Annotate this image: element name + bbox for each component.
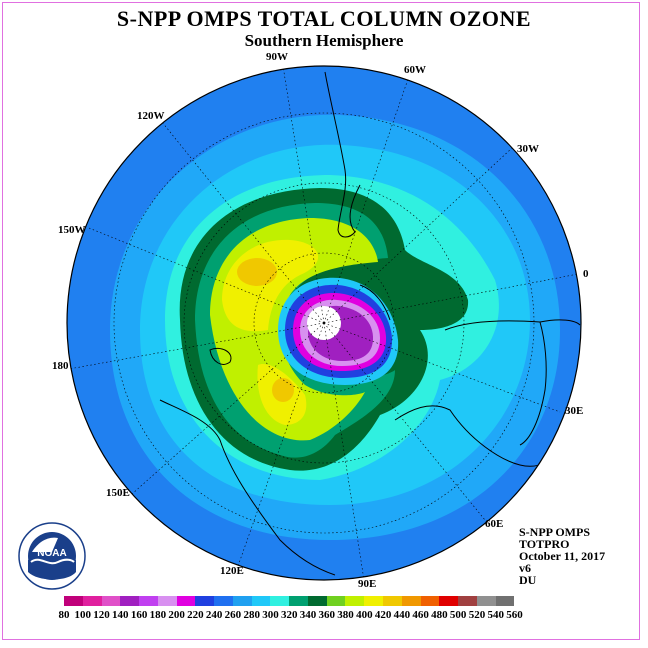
colorbar-swatch <box>420 596 440 606</box>
lon-label-60e: 60E <box>485 518 504 530</box>
colorbar-swatch <box>326 596 346 606</box>
colorbar-tick-label: 420 <box>374 609 392 621</box>
colorbar-swatch <box>101 596 121 606</box>
colorbar-swatch <box>176 596 196 606</box>
colorbar-swatch <box>345 596 365 606</box>
colorbar-swatch <box>270 596 290 606</box>
lon-label-30e: 30E <box>565 405 584 417</box>
colorbar-tick-label: 180 <box>149 609 167 621</box>
lon-label-120e: 120E <box>220 565 244 577</box>
info-units: DU <box>519 573 537 587</box>
colorbar-tick-label: 200 <box>168 609 185 621</box>
colorbar-tick-label: 380 <box>337 609 354 621</box>
map-title: S-NPP OMPS TOTAL COLUMN OZONE <box>116 6 532 31</box>
colorbar-tick-label: 340 <box>299 609 317 621</box>
colorbar-tick-label: 100 <box>74 609 92 621</box>
colorbar-swatch <box>64 596 83 606</box>
colorbar-tick-label: 560 <box>506 609 523 621</box>
colorbar-swatch <box>214 596 233 606</box>
colorbar-tick-label: 240 <box>205 609 223 621</box>
colorbar-swatch <box>232 596 252 606</box>
map-frame <box>2 2 640 640</box>
noaa-logo: NOAA <box>18 522 86 590</box>
colorbar-tick-label: 400 <box>356 609 373 621</box>
colorbar-tick-label: 520 <box>468 609 486 621</box>
colorbar-tick-label: 360 <box>318 609 336 621</box>
noaa-logo-text: NOAA <box>37 548 66 559</box>
colorbar-swatch <box>383 596 402 606</box>
colorbar-tick-label: 160 <box>130 609 148 621</box>
colorbar-tick-label: 540 <box>487 609 504 621</box>
lon-label-120w: 120W <box>137 110 165 122</box>
info-version: v6 <box>519 561 531 575</box>
colorbar-tick-label: 440 <box>393 609 411 621</box>
colorbar-tick-label: 280 <box>243 609 260 621</box>
colorbar-swatch <box>458 596 477 606</box>
info-block: S-NPP OMPS TOTPRO October 11, 2017 v6 DU <box>519 526 605 586</box>
colorbar-swatch <box>82 596 102 606</box>
lon-label-180: 180 <box>52 360 69 372</box>
lon-label-90w: 90W <box>266 51 288 63</box>
colorbar-tick-label: 500 <box>449 609 467 621</box>
colorbar <box>64 596 515 606</box>
colorbar-tick-label: 300 <box>262 609 279 621</box>
colorbar-swatch <box>495 596 515 606</box>
lon-label-150e: 150E <box>106 487 130 499</box>
colorbar-swatch <box>195 596 215 606</box>
colorbar-tick-label: 220 <box>187 609 204 621</box>
info-instrument: S-NPP OMPS <box>519 525 590 539</box>
lon-label-90e: 90E <box>358 578 377 590</box>
lon-label-0: 0 <box>583 268 589 280</box>
colorbar-swatch <box>289 596 308 606</box>
lon-label-30w: 30W <box>517 143 539 155</box>
colorbar-tick-label: 120 <box>93 609 110 621</box>
colorbar-swatch <box>307 596 327 606</box>
colorbar-tick-label: 480 <box>431 609 448 621</box>
colorbar-swatch <box>139 596 158 606</box>
info-date: October 11, 2017 <box>519 549 606 563</box>
map-subtitle: Southern Hemisphere <box>244 31 404 50</box>
colorbar-swatch <box>364 596 384 606</box>
lon-label-60w: 60W <box>404 64 426 76</box>
colorbar-swatch <box>401 596 421 606</box>
lon-label-150w: 150W <box>58 224 86 236</box>
colorbar-tick-label: 460 <box>412 609 429 621</box>
colorbar-swatch <box>157 596 177 606</box>
colorbar-tick-label: 260 <box>224 609 242 621</box>
colorbar-tick-label: 80 <box>58 609 70 621</box>
colorbar-tick-label: 320 <box>280 609 298 621</box>
colorbar-swatch <box>120 596 140 606</box>
info-product: TOTPRO <box>519 537 570 551</box>
colorbar-swatch <box>251 596 271 606</box>
colorbar-swatch <box>439 596 459 606</box>
colorbar-tick-label: 140 <box>112 609 129 621</box>
colorbar-swatch <box>476 596 496 606</box>
